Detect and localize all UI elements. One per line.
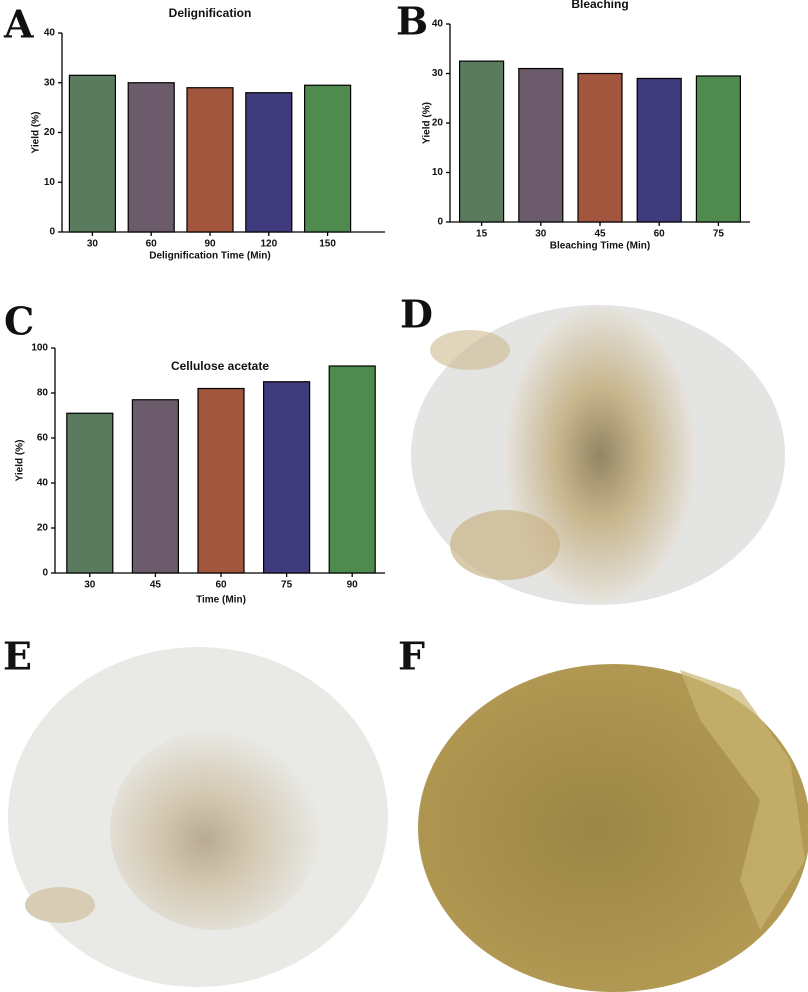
y-tick-label: 30 <box>44 77 56 88</box>
y-tick-label: 100 <box>31 343 48 354</box>
bar <box>636 77 682 223</box>
x-tick-label: 60 <box>146 239 158 250</box>
bar <box>459 60 505 223</box>
y-tick-label: 40 <box>44 28 56 39</box>
y-tick-label: 20 <box>37 523 49 534</box>
x-tick-label: 90 <box>347 580 359 591</box>
bar <box>186 87 234 233</box>
x-tick-label: 30 <box>535 229 547 240</box>
chart-title: Bleaching <box>571 0 628 11</box>
panel-label: F <box>398 634 425 679</box>
photo-e <box>8 647 388 987</box>
bar <box>127 82 175 233</box>
bar <box>245 92 293 233</box>
y-axis-label: Yield (%) <box>422 102 433 144</box>
photo-d <box>411 305 785 605</box>
x-tick-label: 90 <box>204 239 216 250</box>
x-tick-label: 45 <box>594 229 606 240</box>
bar <box>518 67 564 223</box>
x-axis-label: Time (Min) <box>196 595 246 606</box>
x-tick-label: 60 <box>654 229 666 240</box>
y-tick-label: 20 <box>432 118 444 129</box>
x-tick-label: 45 <box>150 580 162 591</box>
x-tick-label: 15 <box>476 229 488 240</box>
y-tick-label: 0 <box>42 568 48 579</box>
y-tick-label: 10 <box>432 167 444 178</box>
y-tick-label: 0 <box>49 227 55 238</box>
photo-f <box>418 664 808 992</box>
bar <box>304 84 352 233</box>
y-tick-label: 10 <box>44 177 56 188</box>
bar <box>328 365 376 574</box>
y-tick-label: 60 <box>37 433 49 444</box>
x-tick-label: 60 <box>215 580 227 591</box>
panel-label: A <box>3 2 34 47</box>
x-tick-label: 75 <box>713 229 725 240</box>
y-axis-label: Yield (%) <box>31 112 42 154</box>
panel-label: C <box>4 299 34 344</box>
y-tick-label: 80 <box>37 388 49 399</box>
x-tick-label: 30 <box>84 580 96 591</box>
panel-label: D <box>400 292 433 337</box>
panel-label: B <box>396 0 428 44</box>
bar <box>66 412 114 574</box>
bar <box>68 74 117 233</box>
y-tick-label: 40 <box>432 19 444 30</box>
bar <box>263 381 311 574</box>
x-axis-label: Bleaching Time (Min) <box>550 241 650 252</box>
x-tick-label: 75 <box>281 580 293 591</box>
y-tick-label: 20 <box>44 127 56 138</box>
y-tick-label: 0 <box>437 217 443 228</box>
bar <box>197 387 245 574</box>
panel-label: E <box>3 634 32 679</box>
bar <box>695 75 742 223</box>
y-tick-label: 30 <box>432 68 444 79</box>
x-tick-label: 150 <box>319 239 336 250</box>
bar <box>131 399 179 574</box>
x-axis-label: Delignification Time (Min) <box>149 251 270 262</box>
bar <box>577 72 623 223</box>
chart-title: Delignification <box>169 6 252 20</box>
x-tick-label: 30 <box>87 239 99 250</box>
y-axis-label: Yield (%) <box>15 440 26 482</box>
x-tick-label: 120 <box>260 239 277 250</box>
y-tick-label: 40 <box>37 478 49 489</box>
chart-title: Cellulose acetate <box>171 359 269 373</box>
